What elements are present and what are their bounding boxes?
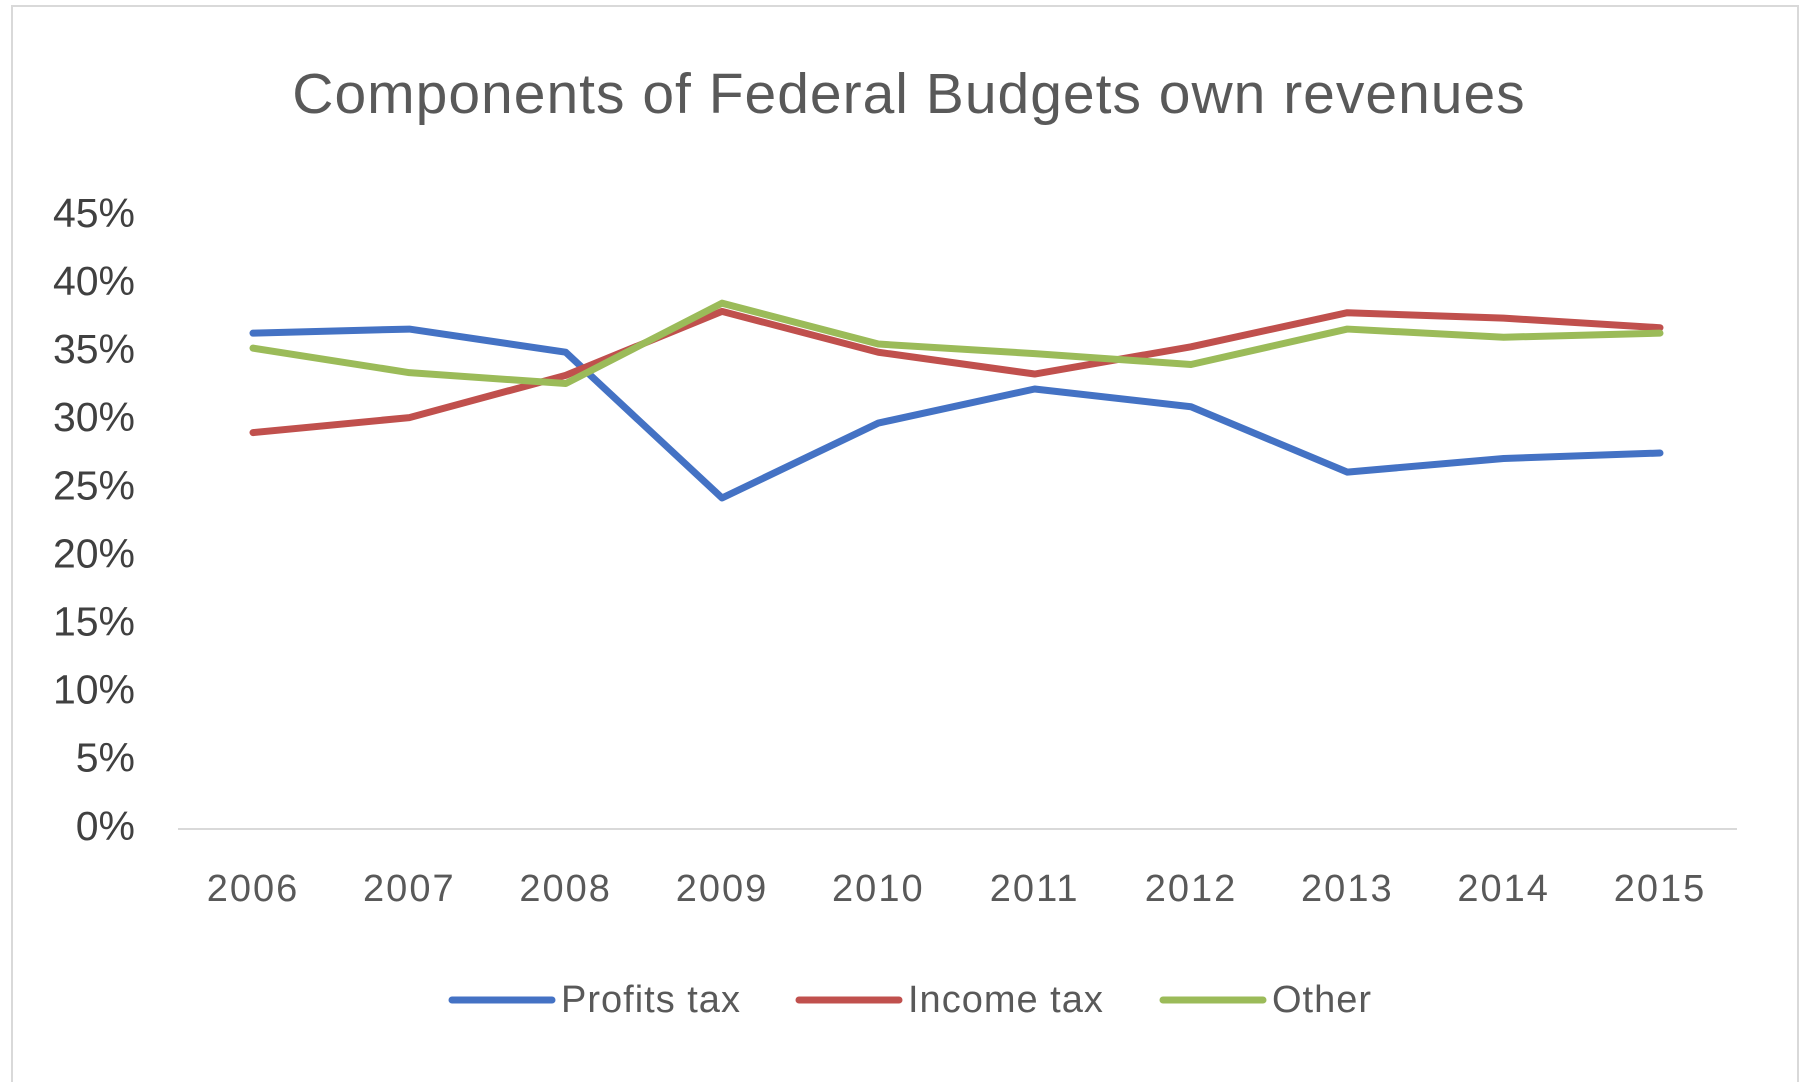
y-tick-label: 45%	[53, 190, 135, 236]
y-tick-label: 25%	[53, 462, 135, 508]
series-line	[249, 299, 1664, 388]
y-tick-label: 30%	[53, 394, 135, 440]
x-tick-label: 2013	[1301, 868, 1394, 910]
y-tick-label: 0%	[76, 803, 135, 849]
y-tick-label: 5%	[76, 735, 135, 781]
series-line	[249, 307, 1664, 437]
y-tick-label: 10%	[53, 667, 135, 713]
y-tick-label: 35%	[53, 326, 135, 372]
x-tick-label: 2015	[1614, 868, 1707, 910]
x-tick-label: 2010	[832, 868, 925, 910]
x-tick-label: 2007	[363, 868, 456, 910]
legend-label: Income tax	[908, 979, 1104, 1021]
x-tick-label: 2009	[676, 868, 769, 910]
x-tick-label: 2011	[990, 868, 1080, 910]
x-tick-label: 2012	[1145, 868, 1238, 910]
chart-title: Components of Federal Budgets own revenu…	[292, 62, 1525, 126]
y-tick-label: 15%	[53, 598, 135, 644]
x-tick-label: 2014	[1457, 868, 1550, 910]
x-tick-label: 2006	[207, 868, 300, 910]
y-tick-label: 40%	[53, 258, 135, 304]
legend-label: Other	[1272, 979, 1372, 1021]
series-line	[249, 325, 1664, 502]
y-tick-label: 20%	[53, 530, 135, 576]
chart-frame	[11, 5, 1799, 1082]
x-tick-label: 2008	[519, 868, 612, 910]
legend-label: Profits tax	[561, 979, 741, 1021]
